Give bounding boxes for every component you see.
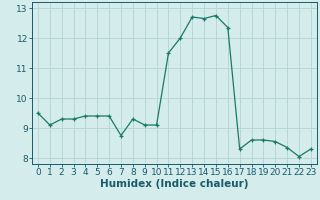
X-axis label: Humidex (Indice chaleur): Humidex (Indice chaleur) [100,179,249,189]
